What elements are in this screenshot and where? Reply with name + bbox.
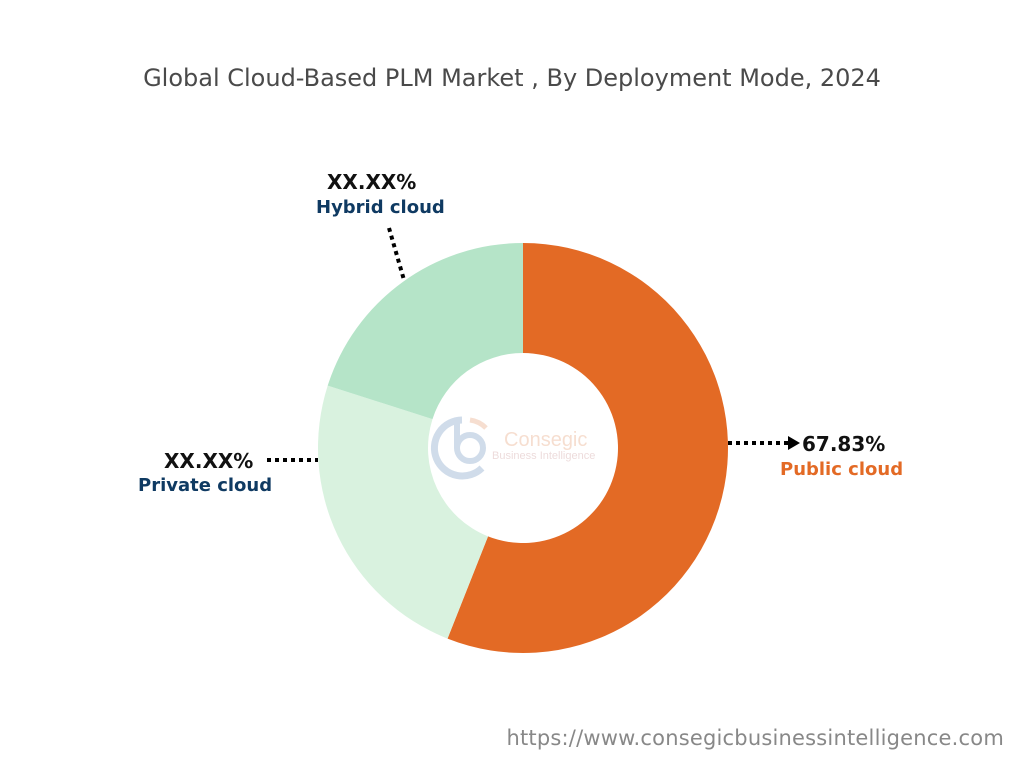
svg-text:Consegic: Consegic <box>504 429 587 451</box>
arrow-head-icon <box>788 436 800 450</box>
slice-label-public: Public cloud <box>780 459 904 480</box>
source-url: https://www.consegicbusinessintelligence… <box>506 726 1004 750</box>
slice-label-private-pct: XX.XX% <box>164 449 254 473</box>
leader-line-hybrid <box>387 227 406 281</box>
slice-hybrid-cloud <box>327 243 523 420</box>
leader-lines <box>267 227 790 462</box>
slice-label-private: Private cloud <box>138 475 273 496</box>
slice-label-hybrid-pct: XX.XX% <box>327 170 417 194</box>
slice-label-hybrid: Hybrid cloud <box>316 197 445 218</box>
chart-title: Global Cloud-Based PLM Market , By Deplo… <box>143 64 881 92</box>
slice-private-cloud <box>317 385 489 639</box>
slice-public-cloud <box>447 243 728 653</box>
svg-text:Business Intelligence: Business Intelligence <box>492 450 595 462</box>
watermark-logo: Consegic Business Intelligence <box>430 416 595 480</box>
slice-label-public-pct: 67.83% <box>802 432 886 456</box>
